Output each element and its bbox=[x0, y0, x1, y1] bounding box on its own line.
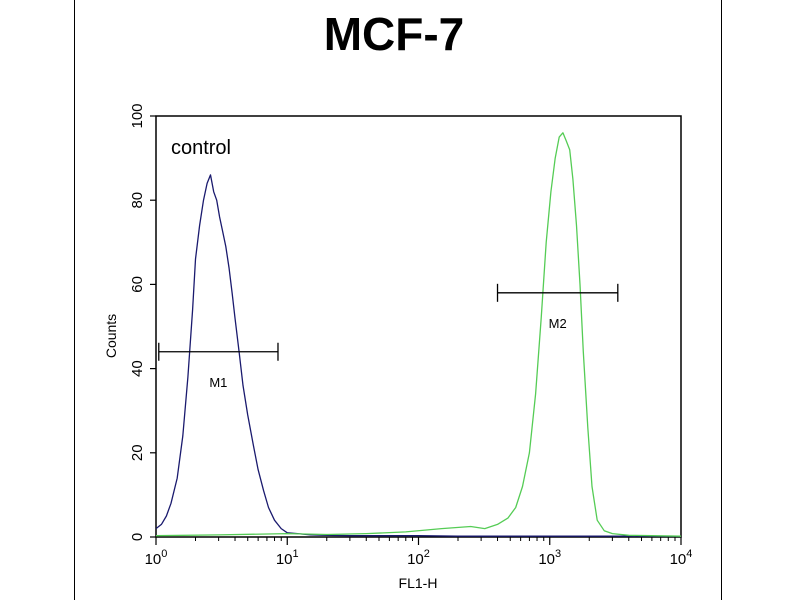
marker-label: M1 bbox=[209, 375, 227, 390]
series-line-2 bbox=[155, 132, 682, 537]
y-axis: 0 20 40 60 80 100 bbox=[129, 103, 156, 541]
y-tick-label: 80 bbox=[129, 192, 146, 209]
y-tick-label: 60 bbox=[129, 276, 146, 293]
y-tick-label: 0 bbox=[129, 533, 146, 541]
marker-label: M2 bbox=[549, 316, 567, 331]
marker-m1: M1 bbox=[158, 342, 279, 390]
chart-frame bbox=[74, 0, 722, 600]
y-tick-label: 100 bbox=[129, 103, 146, 128]
y-axis-label: Counts bbox=[103, 314, 119, 358]
series-line-1 bbox=[155, 174, 681, 537]
marker-layer: M1 M2 bbox=[158, 283, 619, 390]
x-tick-label: 100 bbox=[145, 548, 168, 568]
y-tick-label: 20 bbox=[129, 444, 146, 461]
series-layer bbox=[155, 132, 682, 537]
annotation-layer: control bbox=[171, 137, 231, 159]
annotation-label: control bbox=[171, 137, 231, 159]
chart-title: MCF-7 bbox=[324, 8, 465, 60]
x-axis: 100 101 102 103 104 bbox=[145, 537, 693, 568]
plot-area bbox=[155, 115, 682, 538]
x-axis-label: FL1-H bbox=[399, 575, 438, 591]
x-tick-label: 102 bbox=[407, 548, 430, 568]
x-tick-label: 103 bbox=[538, 548, 561, 568]
x-tick-label: 101 bbox=[276, 548, 299, 568]
x-tick-label: 104 bbox=[670, 548, 693, 568]
y-tick-label: 40 bbox=[129, 360, 146, 377]
marker-m2: M2 bbox=[496, 283, 619, 331]
